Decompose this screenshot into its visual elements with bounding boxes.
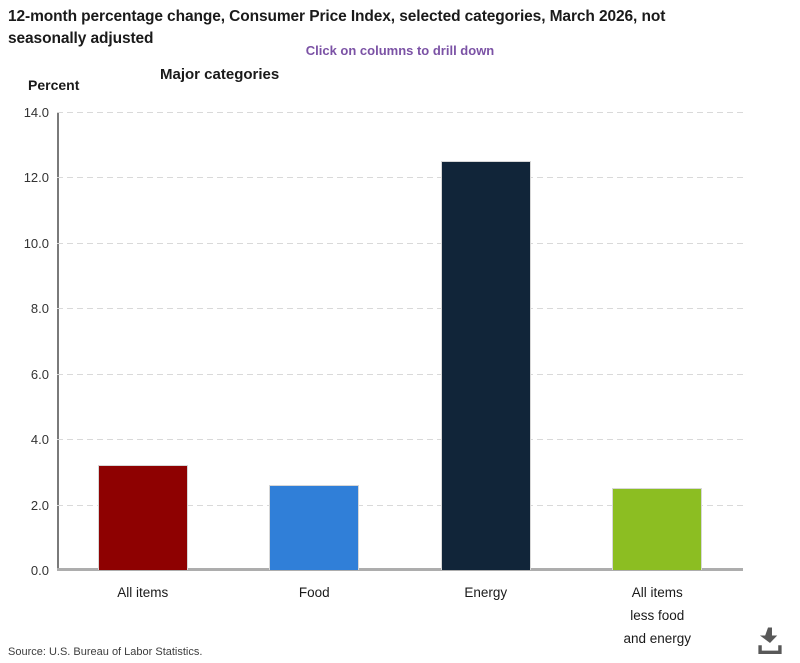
x-axis-label: All items <box>117 585 169 600</box>
drill-down-hint: Click on columns to drill down <box>305 43 495 58</box>
y-tick-label: 4.0 <box>30 432 49 448</box>
y-tick-label: 8.0 <box>30 301 49 317</box>
bar-energy[interactable] <box>440 161 531 570</box>
y-tick-label: 2.0 <box>30 497 49 513</box>
bar-food[interactable] <box>269 484 360 570</box>
y-tick-label: 12.0 <box>23 170 49 186</box>
source-text: Source: U.S. Bureau of Labor Statistics. <box>8 646 203 658</box>
x-axis-label: Energy <box>464 585 508 600</box>
bar-all-items-less-food-and-energy[interactable] <box>612 488 703 570</box>
gridline <box>57 177 743 179</box>
x-axis-line <box>57 568 743 571</box>
chart-title: 12-month percentage change, Consumer Pri… <box>8 8 666 47</box>
plot-area: 0.0 2.0 4.0 6.0 8.0 10.0 12.0 14.0 All items Food… <box>24 105 743 646</box>
y-tick-label: 14.0 <box>23 105 49 120</box>
gridline <box>57 242 743 244</box>
y-tick-label: 6.0 <box>30 366 49 382</box>
gridline <box>57 504 743 506</box>
bar-all-items[interactable] <box>97 465 188 570</box>
download-icon <box>758 627 782 655</box>
x-axis-group-label: Major categories <box>160 66 280 83</box>
download-button[interactable] <box>753 623 787 659</box>
gridline <box>57 439 743 441</box>
x-axis-label: All items less food and energy <box>623 585 692 646</box>
y-tick-label: 10.0 <box>23 235 49 251</box>
y-axis-line <box>57 112 59 570</box>
gridline <box>57 373 743 375</box>
gridline <box>57 308 743 310</box>
y-tick-label: 0.0 <box>30 563 49 578</box>
x-axis-label: Food <box>298 585 330 600</box>
gridline <box>57 112 743 113</box>
y-axis-unit-label: Percent <box>28 77 80 93</box>
